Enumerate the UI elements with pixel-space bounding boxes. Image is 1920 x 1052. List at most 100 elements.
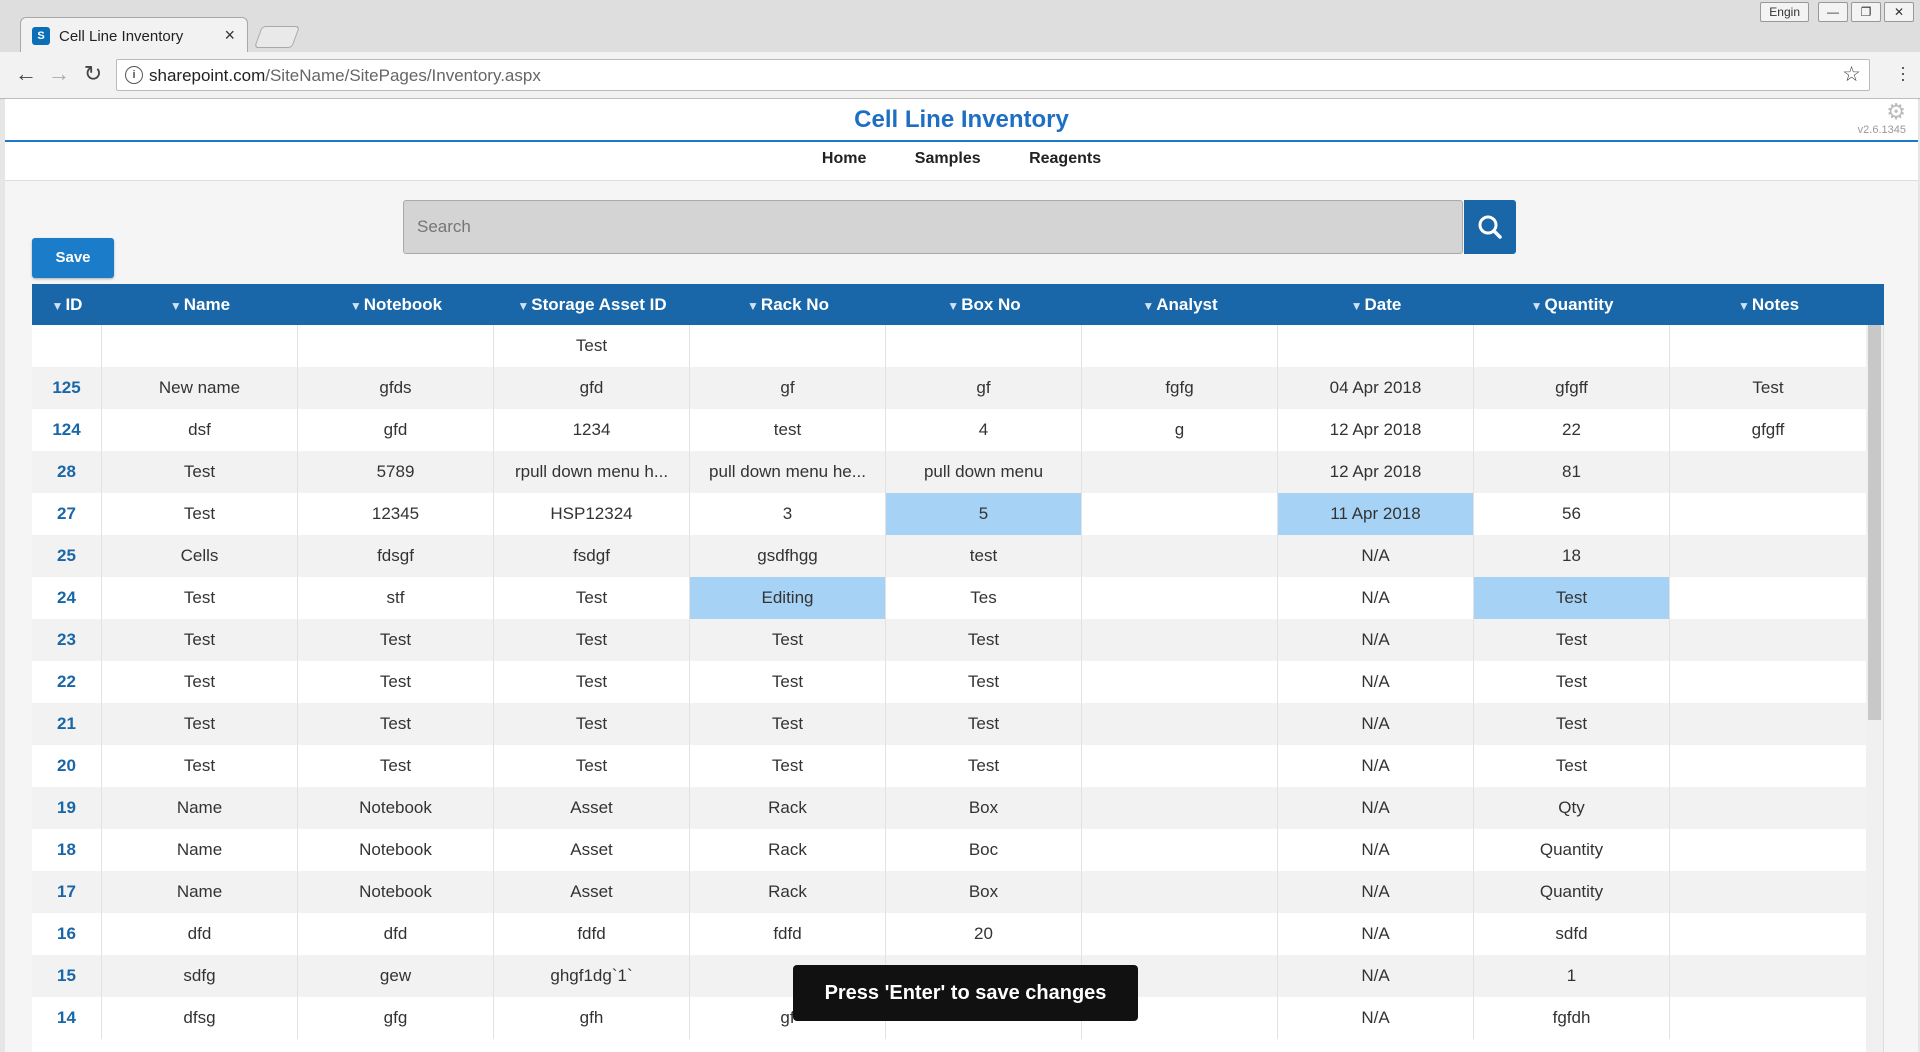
id-cell[interactable]: 18 bbox=[32, 829, 102, 871]
table-cell[interactable]: Test bbox=[298, 619, 494, 661]
table-cell[interactable]: N/A bbox=[1278, 913, 1474, 955]
table-cell[interactable]: 4 bbox=[886, 409, 1082, 451]
filter-icon[interactable]: ▼ bbox=[517, 299, 530, 313]
table-row[interactable]: 16 dfd dfd fdfd fdfd 20 N/A sdfd bbox=[32, 913, 1883, 955]
table-cell[interactable]: N/A bbox=[1278, 829, 1474, 871]
table-cell[interactable] bbox=[1082, 451, 1278, 493]
id-cell[interactable]: 23 bbox=[32, 619, 102, 661]
table-cell[interactable]: Test bbox=[494, 703, 690, 745]
close-window-icon[interactable]: ✕ bbox=[1884, 2, 1914, 22]
table-cell[interactable] bbox=[1670, 325, 1867, 367]
table-cell[interactable] bbox=[298, 325, 494, 367]
table-cell[interactable]: gfg bbox=[298, 997, 494, 1039]
table-cell[interactable]: Rack bbox=[690, 871, 886, 913]
table-cell[interactable]: gfgff bbox=[1474, 367, 1670, 409]
bookmark-star-icon[interactable]: ☆ bbox=[1842, 63, 1861, 86]
table-cell[interactable]: rpull down menu h... bbox=[494, 451, 690, 493]
new-tab-button[interactable] bbox=[253, 26, 301, 48]
table-cell[interactable]: 12345 bbox=[298, 493, 494, 535]
save-button[interactable]: Save bbox=[32, 238, 114, 278]
column-header[interactable]: ▼ Storage Asset ID bbox=[494, 284, 690, 325]
table-cell[interactable]: N/A bbox=[1278, 535, 1474, 577]
browser-tab[interactable]: S Cell Line Inventory × bbox=[20, 17, 248, 54]
table-cell[interactable]: pull down menu he... bbox=[690, 451, 886, 493]
filter-icon[interactable]: ▼ bbox=[747, 299, 759, 313]
table-cell[interactable]: stf bbox=[298, 577, 494, 619]
table-cell[interactable]: Test bbox=[494, 661, 690, 703]
table-cell[interactable] bbox=[1670, 493, 1867, 535]
id-cell[interactable]: 28 bbox=[32, 451, 102, 493]
table-cell[interactable]: Tes bbox=[886, 577, 1082, 619]
table-cell[interactable]: fgfdh bbox=[1474, 997, 1670, 1039]
table-cell[interactable]: Notebook bbox=[298, 787, 494, 829]
table-cell[interactable]: 1234 bbox=[494, 409, 690, 451]
table-cell[interactable]: g bbox=[1082, 409, 1278, 451]
table-cell[interactable]: Test bbox=[690, 703, 886, 745]
table-cell[interactable]: 3 bbox=[690, 493, 886, 535]
table-cell[interactable]: 18 bbox=[1474, 535, 1670, 577]
table-cell[interactable] bbox=[1082, 619, 1278, 661]
column-header[interactable]: ▼ Rack No bbox=[690, 284, 886, 325]
table-cell[interactable]: test bbox=[690, 409, 886, 451]
table-cell[interactable]: Test bbox=[494, 577, 690, 619]
table-cell[interactable] bbox=[1670, 535, 1867, 577]
column-header[interactable]: ▼ Quantity bbox=[1474, 284, 1670, 325]
table-row[interactable]: 124 dsf gfd 1234 test 4 g 12 Apr 2018 22 gfgff bbox=[32, 409, 1883, 451]
filter-icon[interactable]: ▼ bbox=[1350, 299, 1363, 313]
table-cell[interactable] bbox=[1670, 577, 1867, 619]
table-cell[interactable] bbox=[1670, 829, 1867, 871]
table-cell[interactable]: dfsg bbox=[102, 997, 298, 1039]
table-cell[interactable]: Asset bbox=[494, 829, 690, 871]
table-cell[interactable] bbox=[1082, 955, 1278, 997]
table-cell[interactable] bbox=[1082, 997, 1278, 1039]
table-cell[interactable]: Asset bbox=[494, 787, 690, 829]
table-row[interactable]: 17 Name Notebook Asset Rack Box N/A Quantity bbox=[32, 871, 1883, 913]
table-cell[interactable]: N/A bbox=[1278, 577, 1474, 619]
table-cell[interactable] bbox=[1082, 913, 1278, 955]
table-cell[interactable] bbox=[1670, 451, 1867, 493]
table-cell[interactable] bbox=[1082, 325, 1278, 367]
table-cell[interactable] bbox=[1670, 913, 1867, 955]
filter-icon[interactable]: ▼ bbox=[1142, 299, 1155, 313]
id-cell[interactable]: 16 bbox=[32, 913, 102, 955]
table-cell[interactable]: Boc bbox=[886, 829, 1082, 871]
table-cell[interactable]: Test bbox=[102, 661, 298, 703]
table-cell[interactable]: 20 bbox=[886, 913, 1082, 955]
filter-icon[interactable]: ▼ bbox=[349, 299, 362, 313]
table-cell[interactable] bbox=[1670, 955, 1867, 997]
table-cell[interactable]: test bbox=[886, 535, 1082, 577]
table-row[interactable]: 28 Test 5789 rpull down menu h... pull down … bbox=[32, 451, 1883, 493]
table-cell[interactable]: Test bbox=[102, 703, 298, 745]
table-cell[interactable]: Test bbox=[494, 619, 690, 661]
table-row[interactable]: 25 Cells fdsgf fsdgf gsdfhgg test N/A 18 bbox=[32, 535, 1883, 577]
table-cell[interactable] bbox=[1670, 703, 1867, 745]
table-cell[interactable]: Test bbox=[102, 451, 298, 493]
table-cell[interactable]: 81 bbox=[1474, 451, 1670, 493]
id-cell[interactable]: 125 bbox=[32, 367, 102, 409]
table-cell[interactable] bbox=[1082, 577, 1278, 619]
reload-icon[interactable]: ↻ bbox=[83, 61, 103, 86]
table-cell[interactable]: 5 bbox=[886, 493, 1082, 535]
table-cell[interactable]: gew bbox=[298, 955, 494, 997]
table-cell[interactable]: Editing bbox=[690, 577, 886, 619]
vertical-scrollbar[interactable] bbox=[1866, 325, 1883, 1052]
address-bar[interactable]: i sharepoint.com/SiteName/SitePages/Inve… bbox=[116, 59, 1870, 91]
table-cell[interactable]: dsf bbox=[102, 409, 298, 451]
id-cell[interactable]: 124 bbox=[32, 409, 102, 451]
table-cell[interactable]: gf bbox=[690, 367, 886, 409]
table-cell[interactable]: gfds bbox=[298, 367, 494, 409]
table-cell[interactable] bbox=[1082, 787, 1278, 829]
browser-menu-icon[interactable]: · · · bbox=[1900, 57, 1906, 89]
table-cell[interactable]: Test bbox=[1474, 745, 1670, 787]
table-cell[interactable]: Test bbox=[102, 493, 298, 535]
table-cell[interactable]: Test bbox=[298, 661, 494, 703]
column-header[interactable]: ▼ Box No bbox=[886, 284, 1082, 325]
table-cell[interactable] bbox=[886, 325, 1082, 367]
table-cell[interactable]: fdfd bbox=[690, 913, 886, 955]
table-cell[interactable]: Test bbox=[494, 745, 690, 787]
table-cell[interactable] bbox=[1474, 325, 1670, 367]
table-cell[interactable] bbox=[1082, 703, 1278, 745]
table-cell[interactable]: Rack bbox=[690, 787, 886, 829]
filter-icon[interactable]: ▼ bbox=[1530, 299, 1543, 313]
table-cell[interactable]: Test bbox=[494, 325, 690, 367]
